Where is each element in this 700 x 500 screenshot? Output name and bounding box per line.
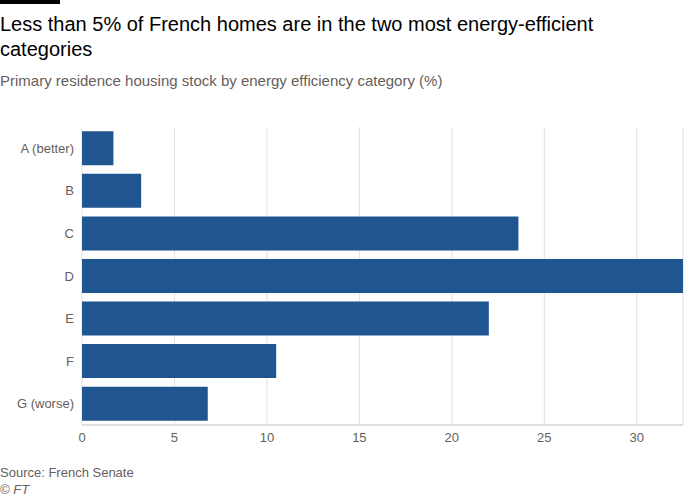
svg-text:C: C [65, 226, 74, 241]
svg-text:15: 15 [352, 430, 366, 445]
svg-text:G (worse): G (worse) [17, 396, 74, 411]
svg-text:B: B [65, 183, 74, 198]
html-text:Source: French Senate: Source: French Senate [0, 465, 134, 480]
svg-text:F: F [66, 354, 74, 369]
svg-text:0: 0 [78, 430, 85, 445]
svg-text:30: 30 [630, 430, 644, 445]
svg-text:E: E [65, 311, 74, 326]
html-text:Primary residence housing stoc: Primary residence housing stock by energ… [0, 72, 443, 89]
svg-text:5: 5 [171, 430, 178, 445]
svg-text:20: 20 [445, 430, 459, 445]
svg-text:25: 25 [537, 430, 551, 445]
svg-text:A (better): A (better) [21, 141, 74, 156]
html-text:Less than 5% of French homes a: Less than 5% of French homes are in the … [0, 13, 594, 60]
svg-text:D: D [65, 269, 74, 284]
html-text:© FT: © FT [0, 482, 30, 497]
svg-text:10: 10 [260, 430, 274, 445]
